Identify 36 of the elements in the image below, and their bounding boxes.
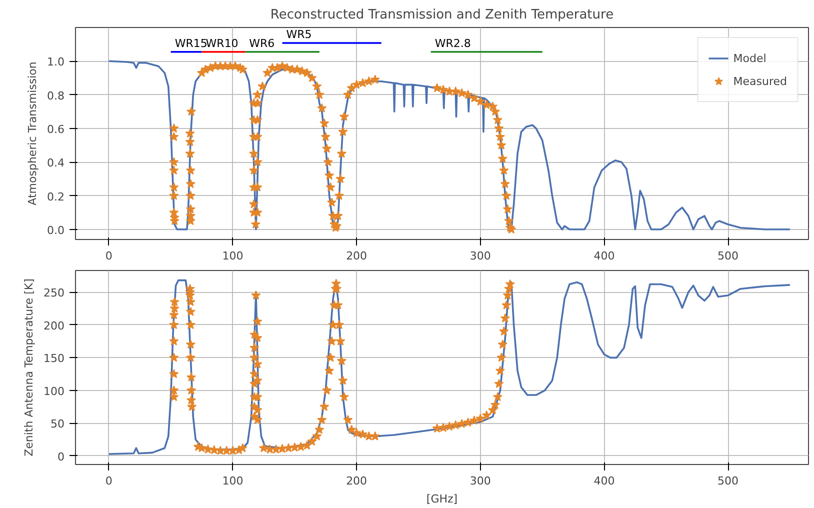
x-tick-label: 0 (105, 474, 112, 488)
y-tick-label: 250 (44, 286, 65, 300)
line-series (108, 279, 791, 455)
annotation: WR6 (249, 36, 275, 50)
annotation: WR5 (286, 28, 312, 41)
y-axis-title: Zenith Antenna Temperature [K] (22, 278, 36, 456)
x-tick-label: 300 (470, 474, 491, 488)
y-tick-label: 0.6 (47, 122, 65, 136)
x-tick-label: 400 (594, 474, 615, 488)
annotation: WR15 (174, 36, 208, 50)
y-tick-label: 200 (44, 319, 65, 332)
y-tick-label: 0.2 (47, 190, 65, 204)
legend-label: Measured (733, 74, 787, 88)
y-tick-label: 50 (50, 418, 65, 431)
x-tick-label: 0 (105, 250, 112, 262)
y-axis-title: Atmospheric Transmission (26, 62, 40, 206)
x-tick-label: 500 (718, 250, 739, 262)
x-tick-label: 100 (222, 250, 244, 262)
y-tick-label: 0.8 (47, 89, 65, 102)
x-tick-label: 200 (346, 474, 368, 488)
y-tick-label: 0.4 (47, 156, 65, 170)
chart-title: Reconstructed Transmission and Zenith Temperature (270, 8, 614, 22)
y-tick-label: 100 (44, 384, 65, 398)
x-tick-label: 200 (346, 250, 368, 262)
annotation: WR2.8 (434, 36, 471, 50)
y-tick-label: 0.0 (47, 224, 65, 237)
x-axis-title: [GHz] (426, 492, 458, 506)
y-tick-label: 150 (44, 352, 65, 366)
x-tick-label: 400 (594, 250, 615, 262)
x-tick-label: 500 (718, 474, 739, 488)
annotation: WR10 (206, 36, 238, 50)
x-tick-label: 300 (470, 250, 491, 262)
y-tick-label: 1.0 (47, 56, 65, 69)
y-tick-label: 0 (58, 450, 64, 464)
x-tick-label: 100 (222, 474, 244, 488)
legend-label: Model (733, 52, 766, 64)
